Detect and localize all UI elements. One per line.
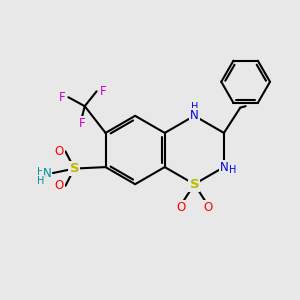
Text: O: O — [54, 145, 64, 158]
Text: N: N — [190, 109, 199, 122]
Text: H: H — [37, 176, 44, 186]
Text: N: N — [220, 160, 228, 174]
Text: N: N — [43, 167, 51, 179]
Text: F: F — [78, 118, 85, 130]
Text: H: H — [229, 165, 236, 175]
Text: F: F — [100, 85, 106, 98]
Text: S: S — [70, 162, 79, 175]
Text: O: O — [203, 202, 212, 214]
Text: H: H — [191, 103, 199, 112]
Text: O: O — [54, 179, 64, 192]
Text: S: S — [190, 178, 199, 191]
Text: F: F — [58, 91, 65, 104]
Text: O: O — [176, 202, 186, 214]
Text: H: H — [37, 167, 44, 176]
